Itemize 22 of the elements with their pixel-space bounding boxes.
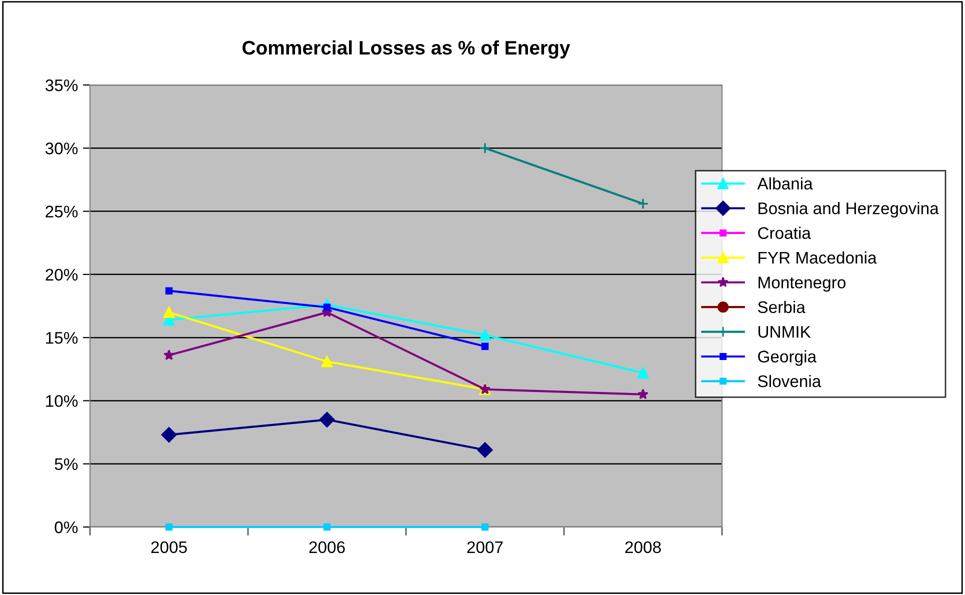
y-tick-label: 35%	[45, 79, 78, 92]
x-tick-label: 2007	[467, 541, 503, 554]
y-tick-label: 20%	[46, 268, 78, 281]
x-tick-label: 2005	[151, 541, 187, 554]
legend-label: Slovenia	[758, 374, 822, 388]
legend-label: Serbia	[758, 300, 806, 314]
legend-label: Georgia	[758, 350, 817, 366]
y-tick-label: 30%	[45, 142, 78, 154]
legend-label: Albania	[757, 177, 813, 190]
y-tick-label: 5%	[54, 458, 78, 470]
legend-label: Montenegro	[758, 276, 846, 292]
legend-label: UNMIK	[758, 326, 811, 338]
x-tick-label: 2006	[309, 541, 345, 554]
y-tick-label: 15%	[46, 332, 78, 344]
legend-label: Bosnia and Herzegovina	[758, 202, 939, 218]
y-tick-label: 10%	[46, 395, 78, 407]
chart-title: Commercial Losses as % of Energy	[242, 40, 570, 59]
y-tick-label: 0%	[54, 521, 78, 534]
x-tick-label: 2008	[625, 541, 661, 554]
legend-label: Croatia	[758, 226, 811, 239]
legend-label: FYR Macedonia	[758, 251, 877, 264]
y-tick-label: 25%	[46, 206, 78, 218]
